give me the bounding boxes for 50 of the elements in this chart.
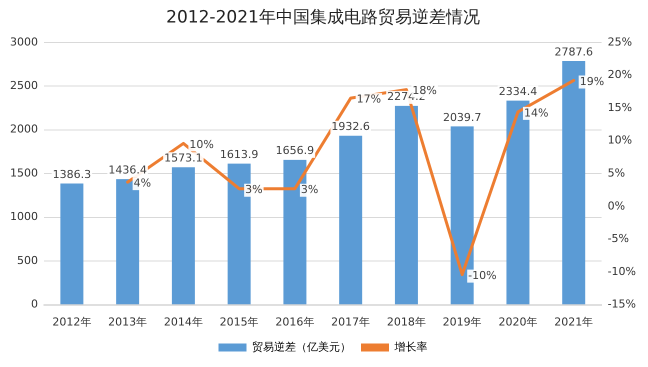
data-label: 1573.1 [164,152,203,165]
data-label: 10% [189,138,214,151]
y-tick-label: 1500 [10,166,38,180]
data-label: 3% [245,183,263,196]
legend-label: 贸易逆差（亿美元） [252,340,351,354]
x-tick-label: 2021年 [554,315,594,328]
data-label: 1932.6 [331,120,370,134]
y-tick-label: 500 [16,254,38,267]
data-label: 2787.6 [554,45,593,58]
x-tick-label: 2018年 [386,315,426,328]
x-tick-label: 2020年 [498,315,538,328]
data-label: 14% [524,106,548,120]
y-tick-label: 0 [30,298,38,311]
data-label: 2334.4 [498,84,538,98]
data-label: 1613.9 [220,148,258,161]
x-tick-label: 2016年 [275,315,314,328]
data-label: 1656.9 [276,144,314,158]
legend-label: 增长率 [394,340,428,354]
data-label: 4% [134,176,152,190]
x-tick-label: 2013年 [108,315,148,328]
y-tick-label: 1000 [10,210,38,224]
data-label: 3% [300,183,318,196]
bar [339,136,362,304]
data-label: 19% [580,74,604,88]
x-tick-label: 2019年 [442,315,482,328]
y2-tick-label: -15% [608,298,636,311]
y2-tick-label: -10% [608,264,636,278]
y-tick-label: 3000 [10,35,38,48]
x-tick-label: 2014年 [164,315,203,328]
y2-tick-label: 5% [608,166,626,180]
y-tick-label: 2500 [10,78,38,92]
bar [394,106,418,304]
data-label: 17% [356,92,382,106]
chart-title: 2012-2021年中国集成电路贸易逆差情况 [166,8,480,28]
y2-tick-label: 15% [608,100,632,114]
data-label: 1436.4 [108,164,147,177]
x-tick-label: 2017年 [331,315,370,328]
data-label: 2039.7 [442,110,482,124]
x-tick-label: 2012年 [52,315,92,328]
y2-tick-label: 20% [608,68,632,82]
y2-tick-label: -5% [608,232,630,246]
data-label: -10% [468,268,497,282]
bar [172,167,195,304]
y-tick-label: 2000 [10,122,38,136]
y2-tick-label: 0% [608,199,626,212]
y2-tick-label: 25% [608,35,632,48]
data-label: 1386.3 [52,168,92,181]
y2-tick-label: 10% [608,134,632,147]
x-tick-label: 2015年 [220,315,259,328]
bar [60,184,84,304]
